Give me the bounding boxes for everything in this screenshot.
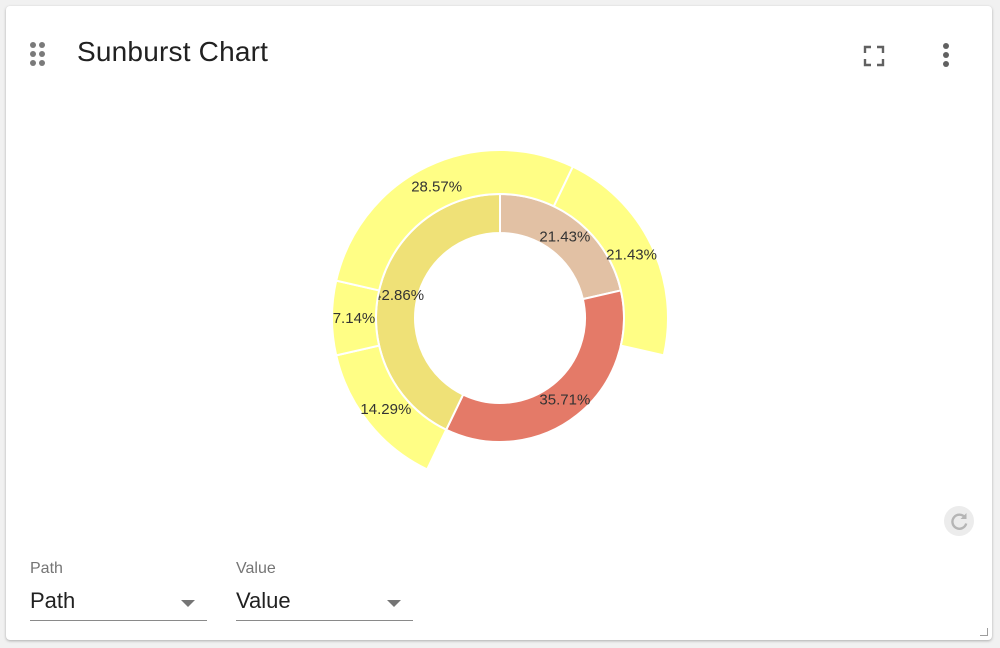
path-field: Path Path xyxy=(30,560,207,621)
path-select[interactable]: Path xyxy=(30,586,207,621)
inner-ring-label: 42.86% xyxy=(373,287,424,304)
widget-title: Sunburst Chart xyxy=(77,36,269,67)
outer-ring-label: 14.29% xyxy=(360,401,411,418)
value-field-label: Value xyxy=(236,560,276,577)
outer-ring-label: 28.57% xyxy=(411,178,462,195)
sunburst-widget-card: Sunburst Chart 21.43% 35.71% 42.86% 14.29% 7… xyxy=(6,6,992,640)
refresh-button[interactable] xyxy=(944,506,974,536)
value-select[interactable]: Value xyxy=(236,586,413,621)
more-vert-icon xyxy=(943,43,949,67)
value-field: Value Value xyxy=(236,560,413,621)
more-options-button[interactable] xyxy=(932,40,960,72)
drag-indicator-icon[interactable] xyxy=(28,42,48,72)
sunburst-chart: 21.43% 35.71% 42.86% 14.29% 7.14% 28.57% 21.43… xyxy=(331,149,669,471)
outer-ring-label: 7.14% xyxy=(333,310,376,327)
path-select-value: Path xyxy=(30,588,76,613)
chevron-down-icon xyxy=(181,600,195,607)
inner-ring-label: 35.71% xyxy=(539,391,590,408)
outer-ring-segment[interactable] xyxy=(552,165,669,357)
refresh-icon xyxy=(951,513,968,530)
fullscreen-icon xyxy=(863,45,885,67)
fullscreen-button[interactable] xyxy=(858,40,890,72)
inner-ring-segment[interactable] xyxy=(444,289,625,444)
inner-ring-label: 21.43% xyxy=(539,229,590,246)
path-field-label: Path xyxy=(30,560,63,577)
outer-ring-label: 21.43% xyxy=(606,247,657,264)
chevron-down-icon xyxy=(387,600,401,607)
resize-grip-icon[interactable] xyxy=(980,628,988,636)
value-select-value: Value xyxy=(236,588,291,613)
